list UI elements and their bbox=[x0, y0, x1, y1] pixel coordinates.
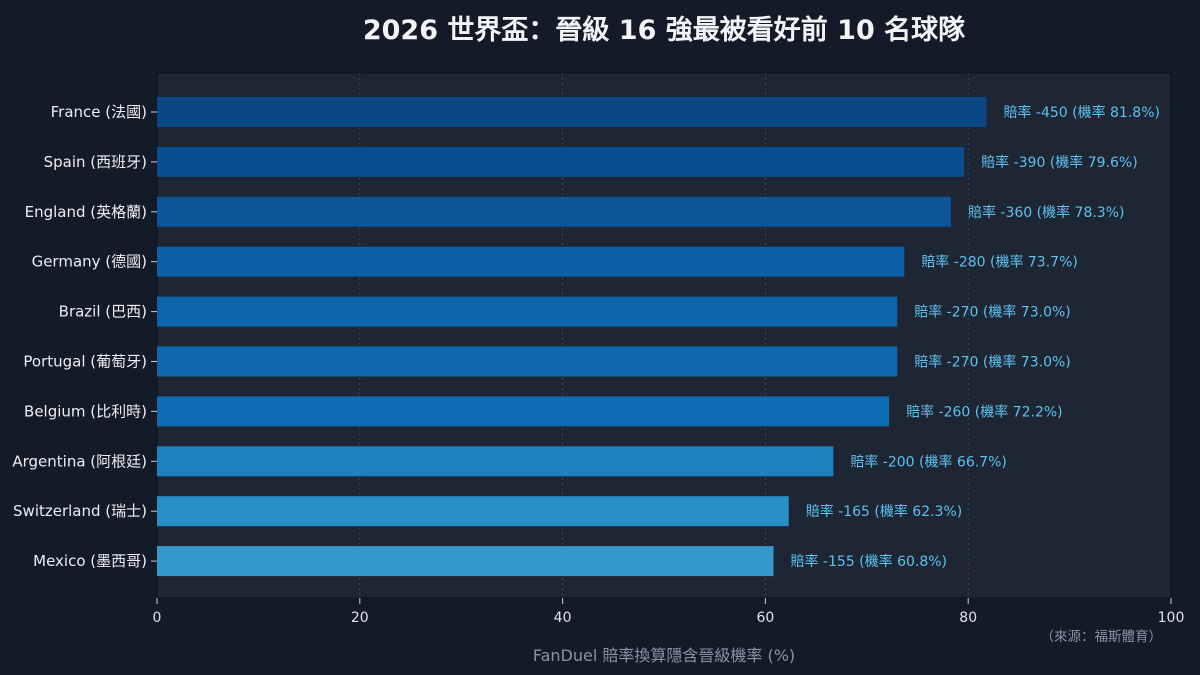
x-tick-label: 80 bbox=[959, 610, 977, 626]
bar-brazil bbox=[157, 296, 898, 327]
y-tick-label-spain: Spain (西班牙) bbox=[44, 153, 147, 171]
bar-portugal bbox=[157, 346, 898, 377]
y-tick-label-germany: Germany (德國) bbox=[32, 253, 147, 271]
y-tick-label-belgium: Belgium (比利時) bbox=[24, 402, 147, 420]
data-label-switzerland: 賠率 -165 (機率 62.3%) bbox=[806, 503, 963, 520]
data-label-argentina: 賠率 -200 (機率 66.7%) bbox=[850, 453, 1007, 470]
x-axis-label: FanDuel 賠率換算隱含晉級機率 (%) bbox=[533, 646, 795, 665]
data-label-england: 賠率 -360 (機率 78.3%) bbox=[968, 204, 1125, 221]
x-tick-label: 40 bbox=[554, 610, 572, 626]
x-axis: 0 20 40 60 80 100 bbox=[153, 598, 1185, 626]
bar-argentina bbox=[157, 446, 834, 477]
x-tick-label: 100 bbox=[1158, 610, 1185, 626]
bar-spain bbox=[157, 146, 965, 177]
x-tick-label: 60 bbox=[756, 610, 774, 626]
data-labels: 賠率 -450 (機率 81.8%) 賠率 -390 (機率 79.6%) 賠率 -… bbox=[791, 104, 1160, 570]
bar-belgium bbox=[157, 396, 890, 427]
bar-germany bbox=[157, 246, 905, 277]
y-axis: France (法國) Spain (西班牙) England (英格蘭) Germa… bbox=[12, 103, 157, 570]
data-label-france: 賠率 -450 (機率 81.8%) bbox=[1003, 104, 1160, 121]
y-tick-label-argentina: Argentina (阿根廷) bbox=[12, 452, 147, 470]
x-tick-label: 20 bbox=[351, 610, 369, 626]
data-label-belgium: 賠率 -260 (機率 72.2%) bbox=[906, 403, 1063, 420]
y-tick-label-france: France (法國) bbox=[51, 103, 147, 121]
bars bbox=[157, 97, 987, 577]
data-label-brazil: 賠率 -270 (機率 73.0%) bbox=[914, 304, 1071, 321]
bar-france bbox=[157, 97, 987, 127]
y-tick-label-brazil: Brazil (巴西) bbox=[59, 303, 147, 321]
x-tick-label: 0 bbox=[153, 610, 162, 626]
y-tick-label-switzerland: Switzerland (瑞士) bbox=[13, 502, 147, 520]
y-tick-label-england: England (英格蘭) bbox=[25, 203, 147, 221]
bar-mexico bbox=[157, 546, 774, 577]
bar-switzerland bbox=[157, 496, 789, 527]
data-label-portugal: 賠率 -270 (機率 73.0%) bbox=[914, 354, 1071, 371]
y-tick-label-mexico: Mexico (墨西哥) bbox=[33, 552, 147, 570]
y-tick-label-portugal: Portugal (葡萄牙) bbox=[23, 353, 147, 371]
data-label-germany: 賠率 -280 (機率 73.7%) bbox=[921, 254, 1078, 271]
source-note: （來源：福斯體育） bbox=[1041, 629, 1163, 645]
chart-title: 2026 世界盃：晉級 16 強最被看好前 10 名球隊 bbox=[363, 14, 965, 46]
data-label-spain: 賠率 -390 (機率 79.6%) bbox=[981, 154, 1138, 171]
bar-england bbox=[157, 196, 951, 227]
data-label-mexico: 賠率 -155 (機率 60.8%) bbox=[791, 553, 948, 570]
